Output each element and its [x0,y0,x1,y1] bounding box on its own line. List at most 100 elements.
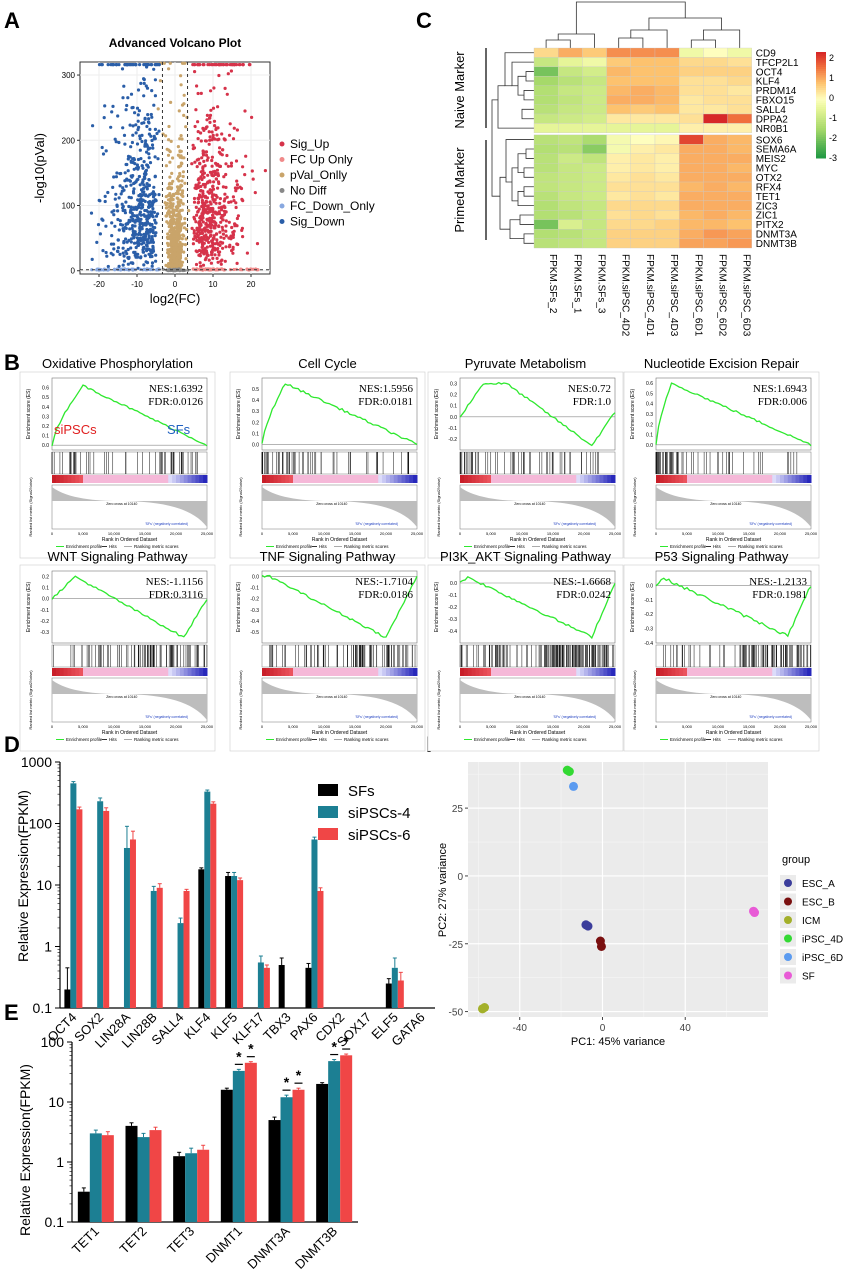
bar-sipscs-4 [328,1061,341,1222]
volcano-point-pval [178,208,183,213]
gsea-rank-bar-segment [721,668,727,676]
gsea-rank-bar-segment [603,668,608,676]
gsea-nes: NES:-1.2133 [749,576,807,588]
volcano-point-sig-up [195,238,199,243]
panel-label-e: E [4,1000,19,1025]
gsea-xtick: 25,000 [805,531,818,536]
volcano-point-sig-down [143,117,147,121]
gsea-rank-bar-segment [553,668,558,676]
gsea-rank-bar-segment [347,668,352,676]
heatmap-cell [582,95,607,105]
volcano-point-sig-down [144,63,148,67]
heatmap-cell [582,210,607,220]
volcano-point-sig-down [133,111,137,115]
dendrogram-branch [557,33,595,48]
volcano-point-sig-down [143,173,147,177]
volcano-point-sig-up [210,240,214,244]
volcano-point-sig-down [154,231,158,235]
gsea-xtick: 10,000 [516,724,529,729]
heatmap-row-label: PRDM14 [756,86,797,97]
heatmap-cell [703,76,728,86]
heatmap-row-label: DPPA2 [756,114,788,125]
volcano-point-sig-down [120,223,125,227]
gsea-rank-bar-segment [160,668,165,676]
volcano-point-fc-up [222,268,226,272]
gsea-rank-bar-segment [262,475,267,483]
heatmap-cell [606,57,631,68]
volcano-point-sig-up [229,164,233,168]
heatmap-cell [679,104,704,115]
volcano-point-sig-down [109,125,113,129]
gsea-rank-bar-segment [568,668,573,676]
gsea-ytick: 0.3 [450,382,457,388]
gsea-ytick: 0.1 [42,434,49,440]
volcano-point-sig-up [199,215,203,219]
gsea-rank-bar-segment [599,668,604,676]
gsea-rank-bar-segment [749,475,754,483]
volcano-point-sig-down [152,67,156,71]
volcano-point-pval [179,161,183,165]
volcano-legend-marker [279,188,285,193]
volcano-point-sig-down [140,227,144,231]
heatmap-cell [558,95,583,105]
gsea-rank-bar-segment [324,475,329,483]
volcano-point-sig-down [114,175,118,179]
gsea-rank-bar-segment [83,668,88,676]
volcano-point-pval [178,253,183,258]
heatmap-cell [679,113,704,124]
naive-marker-label: Naive Marker [452,51,467,129]
volcano-point-pval [171,228,175,232]
volcano-point-sig-up [217,224,221,229]
volcano-legend-marker [279,219,285,224]
gsea-ytick: 0.4 [646,402,653,408]
significance-star: * [331,1039,337,1055]
volcano-point-sig-up [211,63,215,67]
gsea-xtick: 5,000 [682,531,693,536]
gsea-rank-bar-segment [277,475,282,483]
volcano-point-pval [174,191,178,196]
heatmap-cell [727,57,752,68]
volcano-point-sig-up [194,262,199,267]
volcano-point-sig-down [136,119,140,123]
volcano-point-sig-up [216,173,220,177]
gsea-ytick: 0.5 [252,387,259,393]
volcano-point-pval [181,174,185,179]
volcano-point-sig-down [136,266,140,270]
gsea-legend-label: Enrichment profile [670,737,707,742]
heatmap-cell [582,66,607,77]
scale-swatch [816,155,826,159]
scale-swatch [816,119,826,123]
gsea-rank-bar-segment [591,475,597,483]
volcano-point-sig-down [111,104,115,108]
volcano-point-sig-down [142,94,146,98]
e-category-label: DNMT3B [292,1224,340,1272]
volcano-point-pval [180,237,184,241]
volcano-point-sig-down [142,63,146,67]
gsea-panels: Oxidative Phosphorylation0.60.50.40.30.2… [19,356,820,752]
dendrogram-branch [523,186,534,197]
heatmap-cell [679,238,704,249]
heatmap-column-label: FPKM.SFs_1 [571,254,582,314]
volcano-point-pval [185,115,189,119]
heatmap-cell [654,66,680,77]
volcano-point-pval [181,189,185,193]
volcano-point-pval [175,253,179,257]
gsea-xtick: 25,000 [805,724,818,729]
volcano-point-sig-up [211,174,216,178]
volcano-point-pval [168,160,172,164]
pca-legend-marker [784,916,792,924]
heatmap-row-label: DNMT3A [756,230,797,241]
gsea-metric-area [460,487,615,527]
volcano-point-sig-down [134,131,138,135]
gsea-rank-bar-segment [556,475,562,483]
gsea-rank-bar-segment [164,668,169,676]
volcano-point-fc-down [113,268,117,272]
gsea-rank-bar-segment [776,475,781,483]
volcano-point-sig-up [196,91,200,96]
volcano-point-sig-down [151,146,155,150]
gsea-rank-bar-segment [358,668,364,676]
volcano-point-pval [176,201,180,205]
gsea-rank-bar-segment [714,475,719,483]
volcano-point-pval [164,263,168,267]
gsea-metric-ylabel: Ranked list metric (Signal2Noise) [632,477,637,537]
